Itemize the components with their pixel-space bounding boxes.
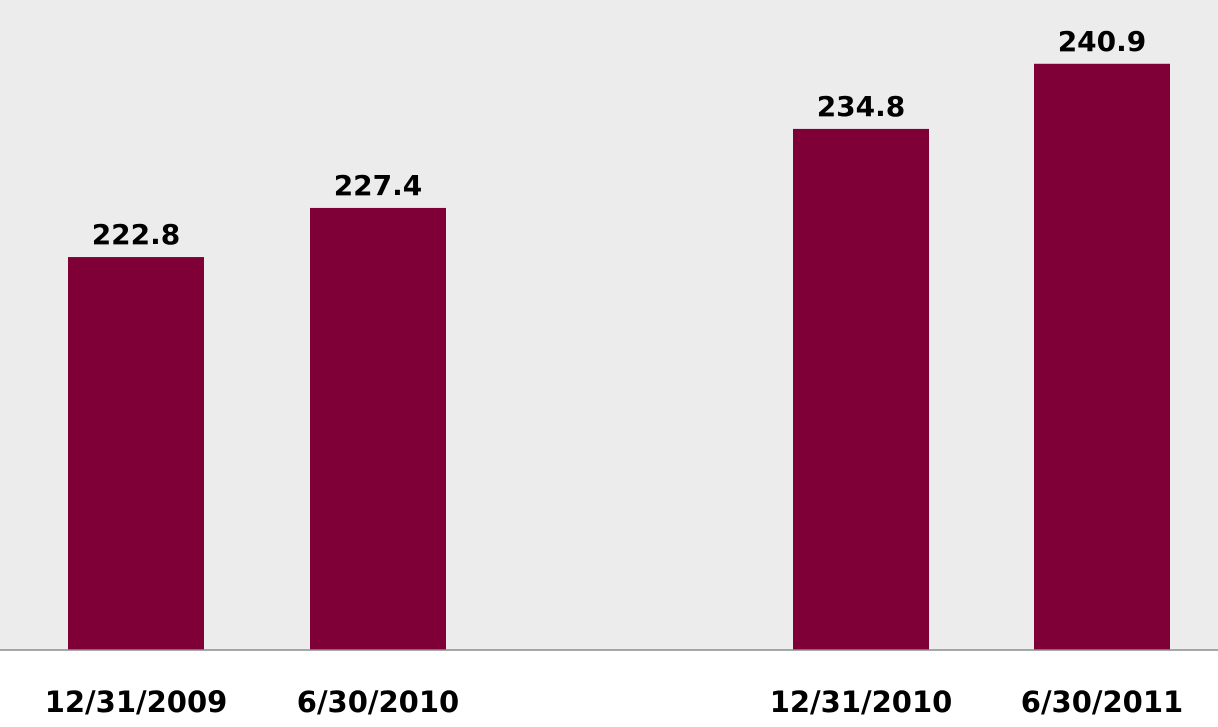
data-label-1: 227.4 [334, 169, 423, 202]
data-label-3: 240.9 [1058, 25, 1147, 58]
bars-layer [68, 63, 1170, 651]
bar-0 [68, 257, 204, 650]
bar-3 [1034, 63, 1170, 650]
data-label-2: 234.8 [817, 90, 906, 123]
x-tick-labels-layer: 12/31/2009 6/30/2010 12/31/2010 6/30/2011 [45, 685, 1184, 719]
x-tick-label-3: 6/30/2011 [1021, 685, 1183, 719]
x-tick-label-1: 6/30/2010 [297, 685, 459, 719]
x-tick-label-0: 12/31/2009 [45, 685, 228, 719]
bar-2 [793, 128, 929, 650]
data-label-0: 222.8 [92, 218, 181, 251]
x-tick-label-2: 12/31/2010 [770, 685, 953, 719]
data-labels-layer: 222.8 227.4 234.8 240.9 [92, 25, 1147, 251]
bar-1 [310, 207, 446, 651]
